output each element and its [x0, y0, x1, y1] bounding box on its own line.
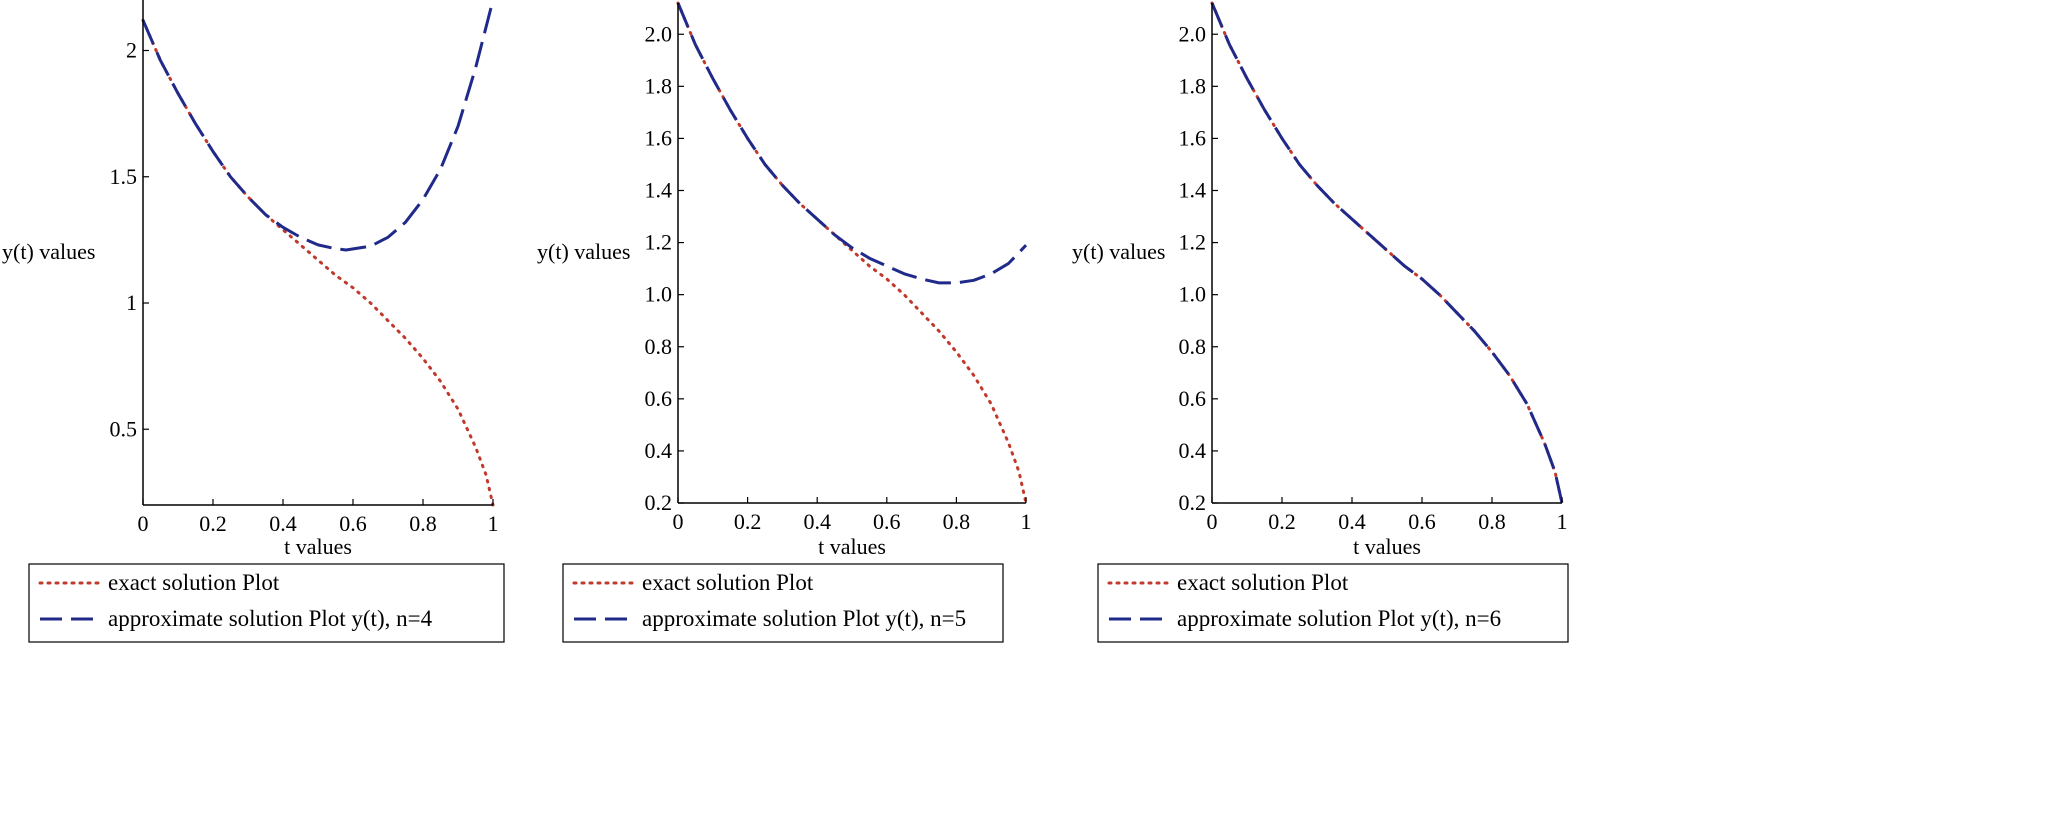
legend-box	[1097, 563, 1569, 643]
y-axis-label: y(t) values	[2, 239, 95, 264]
legend-label-exact: exact solution Plot	[108, 570, 280, 595]
y-tick-label: 1.8	[645, 73, 673, 98]
x-axis-label: t values	[818, 534, 886, 559]
x-tick-label: 0	[673, 509, 684, 534]
chart-panel-1: 0 0.2 0.4 0.6 0.8 1 0.5 1 1.5 2 t values y(t) va…	[2, 0, 505, 643]
x-ticks: 0 0.2 0.4 0.6 0.8 1	[1207, 497, 1568, 534]
x-tick-label: 0.4	[269, 511, 297, 536]
approximate-solution-line	[141, 0, 495, 252]
approximate-solution-line	[676, 2, 1028, 285]
y-tick-label: 1.0	[645, 282, 673, 307]
plot-area	[676, 1, 1028, 505]
y-tick-label: 1.6	[1179, 125, 1207, 150]
y-ticks: 0.2 0.4 0.6 0.8 1.0 1.2 1.4 1.6 1.8 2.0	[1179, 21, 1218, 515]
y-tick-label: 1.4	[1179, 178, 1207, 203]
x-tick-label: 0.8	[943, 509, 971, 534]
plot-area	[1210, 1, 1564, 505]
x-tick-label: 0.6	[339, 511, 367, 536]
y-tick-label: 0.2	[645, 490, 673, 515]
y-tick-label: 1.8	[1179, 73, 1207, 98]
y-tick-label: 0.8	[645, 334, 673, 359]
chart-panel-2: 0 0.2 0.4 0.6 0.8 1 0.20.40.60.81.01.21.41.61…	[537, 1, 1032, 643]
y-ticks: 0.5 1 1.5 2	[110, 38, 149, 441]
y-tick-label: 1.2	[645, 230, 673, 255]
y-tick-label: 0.5	[110, 416, 138, 441]
y-tick-label: 0.4	[645, 438, 673, 463]
x-tick-label: 0.4	[803, 509, 831, 534]
legend-box	[562, 563, 1004, 643]
x-tick-label: 1	[1021, 509, 1032, 534]
y-tick-label: 0.8	[1179, 334, 1207, 359]
x-tick-label: 0.2	[199, 511, 227, 536]
legend-label-exact: exact solution Plot	[642, 570, 814, 595]
y-ticks: 0.2 0.4 0.6 0.8 1.0 1.2 1.4 1.6 1.8 2.0	[645, 21, 684, 515]
x-tick-label: 0	[1207, 509, 1218, 534]
y-tick-label: 0.6	[1179, 386, 1207, 411]
plot-area	[141, 0, 495, 507]
y-tick-label: 0.4	[1179, 438, 1207, 463]
legend-label-approx: approximate solution Plot y(t), n=5	[642, 606, 966, 631]
approximate-solution-line	[1210, 2, 1564, 504]
y-tick-label: 0.2	[1179, 490, 1207, 515]
legend-label-approx: approximate solution Plot y(t), n=4	[108, 606, 433, 631]
x-ticks: 0 0.2 0.4 0.6 0.8 1	[138, 499, 499, 536]
x-tick-label: 0.8	[409, 511, 437, 536]
y-tick-label: 1.0	[1179, 282, 1207, 307]
y-axis-label: y(t) values	[1072, 239, 1165, 264]
x-tick-label: 0.6	[1408, 509, 1436, 534]
exact-solution-line	[1210, 1, 1564, 505]
x-tick-label: 1	[488, 511, 499, 536]
y-tick-label: 1.2	[1179, 230, 1207, 255]
y-tick-label: 2.0	[1179, 21, 1207, 46]
x-tick-label: 0.8	[1478, 509, 1506, 534]
x-tick-label: 0.6	[873, 509, 901, 534]
y-tick-label: 0.6	[645, 386, 673, 411]
y-tick-label: 1.6	[645, 125, 673, 150]
x-ticks: 0 0.2 0.4 0.6 0.8 1	[673, 497, 1032, 534]
y-axis-label: y(t) values	[537, 239, 630, 264]
exact-solution-line	[676, 1, 1028, 505]
x-tick-label: 0.2	[734, 509, 762, 534]
legend-label-approx: approximate solution Plot y(t), n=6	[1177, 606, 1501, 631]
legend-box	[28, 563, 505, 643]
x-axis-label: t values	[284, 534, 352, 559]
chart-panel-3: 0 0.2 0.4 0.6 0.8 1 0.20.40.60.81.01.21.41.61…	[1072, 1, 1569, 643]
x-tick-label: 0.2	[1268, 509, 1296, 534]
exact-solution-line	[141, 18, 495, 507]
x-tick-label: 1	[1557, 509, 1568, 534]
y-tick-label: 2	[126, 38, 137, 63]
legend-label-exact: exact solution Plot	[1177, 570, 1349, 595]
y-tick-label: 1.5	[110, 164, 138, 189]
y-tick-label: 1.4	[645, 178, 673, 203]
y-tick-label: 1	[126, 290, 137, 315]
x-tick-label: 0.4	[1338, 509, 1366, 534]
y-tick-label: 2.0	[645, 21, 673, 46]
x-tick-label: 0	[138, 511, 149, 536]
x-axis-label: t values	[1353, 534, 1421, 559]
